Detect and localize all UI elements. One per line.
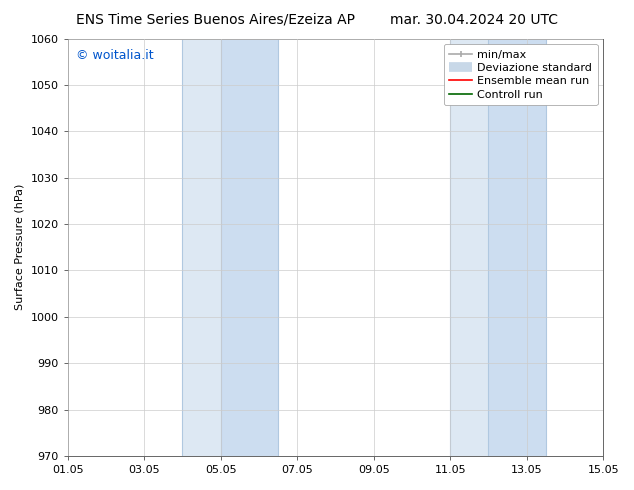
Legend: min/max, Deviazione standard, Ensemble mean run, Controll run: min/max, Deviazione standard, Ensemble m…	[444, 44, 598, 105]
Text: © woitalia.it: © woitalia.it	[75, 49, 153, 62]
Bar	[183, 39, 221, 456]
Y-axis label: Surface Pressure (hPa): Surface Pressure (hPa)	[15, 184, 25, 311]
Bar	[221, 39, 278, 456]
Text: ENS Time Series Buenos Aires/Ezeiza AP        mar. 30.04.2024 20 UTC: ENS Time Series Buenos Aires/Ezeiza AP m…	[76, 12, 558, 26]
Bar	[488, 39, 546, 456]
Bar	[450, 39, 488, 456]
